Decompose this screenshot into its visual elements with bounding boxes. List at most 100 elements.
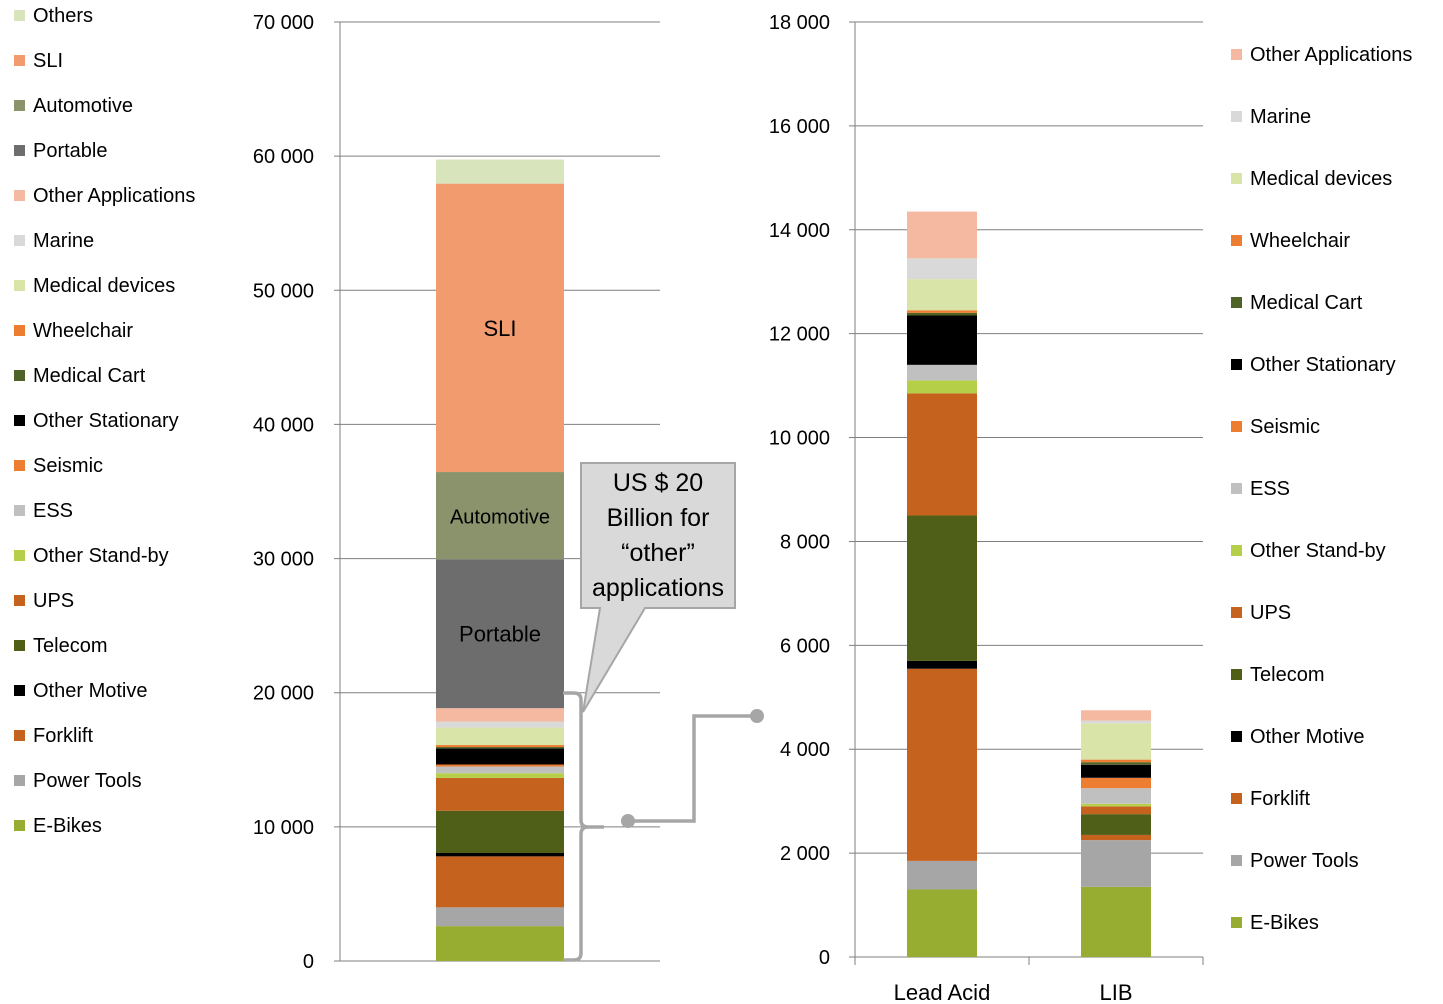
left-bar-segment-e-bikes <box>436 926 564 961</box>
legend-label-marine: Marine <box>33 230 94 252</box>
left-bar-segment-ups <box>436 777 564 811</box>
left-y-tick-label: 20 000 <box>253 683 314 705</box>
right-chart-x-axis: Lead Acid LIB <box>894 980 1133 1004</box>
right-bar-segment-lib-seismic <box>1081 777 1151 789</box>
right-bar-segment-lead-acid-ups <box>907 393 977 516</box>
x-category-label-lib: LIB <box>1099 980 1132 1004</box>
legend-swatch-medical-devices <box>14 280 25 291</box>
left-bar-segment-marine <box>436 721 564 728</box>
legend-swatch-automotive <box>14 100 25 111</box>
left-bar-segment-other-motive <box>436 853 564 857</box>
left-bar-segment-others <box>436 159 564 184</box>
right-bar-segment-lead-acid-other-stand-by <box>907 380 977 394</box>
left-y-tick-label: 50 000 <box>253 280 314 302</box>
legend-label-other-motive: Other Motive <box>33 680 147 702</box>
callout-line-3: “other” <box>621 539 695 567</box>
left-bar-segment-other-applications <box>436 708 564 722</box>
legend-swatch-ess <box>14 505 25 516</box>
right-legend-swatch-ess <box>1231 483 1242 494</box>
right-bar-segment-lib-other-applications <box>1081 710 1151 721</box>
right-bar-segment-lead-acid-other-stationary <box>907 315 977 365</box>
right-bar-segment-lead-acid-medical-cart <box>907 312 977 316</box>
right-legend-swatch-marine <box>1231 111 1242 122</box>
right-chart-legend: Other Applications Marine Medical devices W… <box>1231 44 1412 934</box>
right-bar-segment-lib-other-stand-by <box>1081 803 1151 807</box>
right-legend-label-e-bikes: E-Bikes <box>1250 912 1319 934</box>
connector-dot-end <box>750 709 764 723</box>
right-bar-segment-lib-medical-cart <box>1081 762 1151 765</box>
legend-swatch-wheelchair <box>14 325 25 336</box>
right-bar-segment-lib-telecom <box>1081 814 1151 835</box>
left-bar-segment-ess <box>436 766 564 774</box>
right-chart-bars <box>907 211 1151 957</box>
right-legend-swatch-medical-devices <box>1231 173 1242 184</box>
left-bar-segment-wheelchair <box>436 745 564 748</box>
right-bar-segment-lib-power-tools <box>1081 840 1151 887</box>
right-legend-label-telecom: Telecom <box>1250 664 1324 686</box>
right-bar-segment-lead-acid-other-motive <box>907 660 977 669</box>
left-bar-segment-other-stationary <box>436 748 564 765</box>
legend-label-other-stationary: Other Stationary <box>33 410 179 432</box>
right-bar-segment-lib-ess <box>1081 788 1151 804</box>
right-bar-segment-lead-acid-e-bikes <box>907 889 977 957</box>
right-y-tick-label: 10 000 <box>769 428 830 450</box>
legend-label-others: Others <box>33 5 93 27</box>
legend-label-wheelchair: Wheelchair <box>33 320 133 342</box>
right-y-tick-label: 16 000 <box>769 116 830 138</box>
legend-swatch-telecom <box>14 640 25 651</box>
legend-label-power-tools: Power Tools <box>33 770 142 792</box>
left-chart-y-axis: 0 10 000 20 000 30 000 40 000 50 000 60 000 70 … <box>253 12 314 973</box>
left-bar-segment-medical-devices <box>436 727 564 746</box>
right-bar-segment-lead-acid-forklift <box>907 668 977 861</box>
left-chart-segment-labels: Portable Automotive SLI <box>450 316 550 647</box>
right-bar-segment-lead-acid-ess <box>907 364 977 381</box>
left-y-tick-label: 40 000 <box>253 414 314 436</box>
bracket-connector <box>563 691 764 962</box>
legend-label-ups: UPS <box>33 590 74 612</box>
right-bar-segment-lead-acid-other-applications <box>907 211 977 259</box>
legend-label-e-bikes: E-Bikes <box>33 815 102 837</box>
right-legend-label-forklift: Forklift <box>1250 788 1310 810</box>
legend-swatch-ups <box>14 595 25 606</box>
right-legend-swatch-e-bikes <box>1231 917 1242 928</box>
right-legend-swatch-ups <box>1231 607 1242 618</box>
connector-line <box>628 714 756 823</box>
legend-label-telecom: Telecom <box>33 635 107 657</box>
right-bar-segment-lead-acid-medical-devices <box>907 279 977 311</box>
right-y-tick-label: 8 000 <box>780 531 830 553</box>
left-bar-segment-portable <box>436 559 564 709</box>
right-legend-label-marine: Marine <box>1250 106 1311 128</box>
left-bar-segment-automotive <box>436 472 564 560</box>
right-legend-label-other-motive: Other Motive <box>1250 726 1364 748</box>
legend-label-automotive: Automotive <box>33 95 133 117</box>
right-bar-segment-lib-medical-devices <box>1081 723 1151 760</box>
right-y-tick-label: 18 000 <box>769 12 830 34</box>
legend-label-forklift: Forklift <box>33 725 93 747</box>
right-y-tick-label: 4 000 <box>780 739 830 761</box>
right-legend-label-other-stationary: Other Stationary <box>1250 354 1396 376</box>
legend-label-other-applications: Other Applications <box>33 185 195 207</box>
legend-label-seismic: Seismic <box>33 455 103 477</box>
right-legend-label-ess: ESS <box>1250 478 1290 500</box>
x-category-label-lead-acid: Lead Acid <box>894 980 991 1004</box>
right-bar-segment-lib-marine <box>1081 720 1151 724</box>
right-legend-label-wheelchair: Wheelchair <box>1250 230 1350 252</box>
left-bar-segment-seismic <box>436 764 564 767</box>
right-bar-segment-lead-acid-wheelchair <box>907 310 977 313</box>
segment-label-automotive: Automotive <box>450 507 550 529</box>
segment-label-portable: Portable <box>459 622 541 647</box>
legend-swatch-other-stand-by <box>14 550 25 561</box>
right-legend-label-other-stand-by: Other Stand-by <box>1250 540 1386 562</box>
left-y-tick-label: 30 000 <box>253 549 314 571</box>
right-legend-swatch-wheelchair <box>1231 235 1242 246</box>
right-legend-label-power-tools: Power Tools <box>1250 850 1359 872</box>
right-bar-segment-lead-acid-telecom <box>907 515 977 661</box>
left-bar-segment-power-tools <box>436 907 564 927</box>
right-legend-label-medical-devices: Medical devices <box>1250 168 1392 190</box>
callout-bubble <box>580 462 736 713</box>
right-legend-swatch-forklift <box>1231 793 1242 804</box>
left-bar-segment-sli <box>436 183 564 473</box>
legend-swatch-other-motive <box>14 685 25 696</box>
right-bar-segment-lib-other-stationary <box>1081 764 1151 778</box>
